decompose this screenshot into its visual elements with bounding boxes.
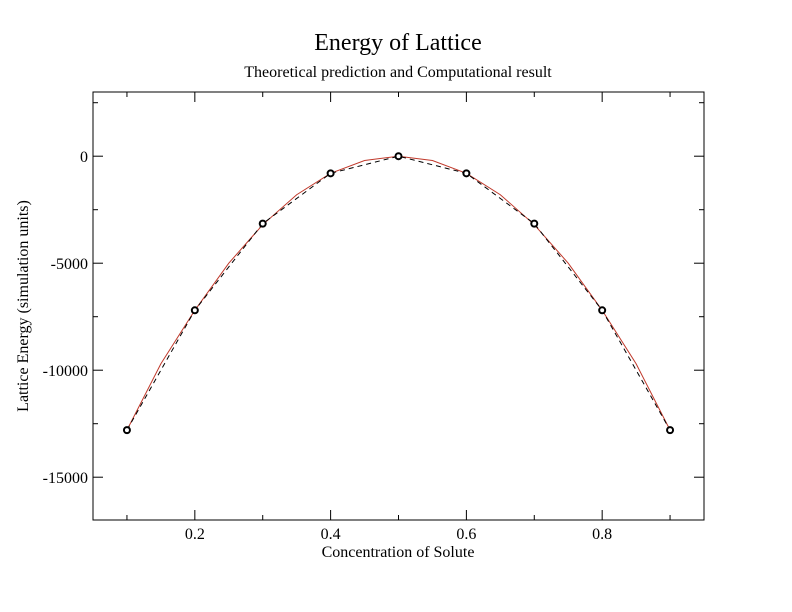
y-tick-label: 0 <box>80 149 88 166</box>
data-point <box>394 152 403 161</box>
y-axis-label: Lattice Energy (simulation units) <box>15 200 32 412</box>
series-group <box>122 152 675 435</box>
data-point <box>190 306 199 315</box>
x-tick-label: 0.8 <box>592 526 612 543</box>
y-tick-label: -15000 <box>43 470 88 487</box>
data-point <box>122 426 131 435</box>
x-tick-label: 0.6 <box>456 526 476 543</box>
data-point <box>258 219 267 228</box>
data-point <box>598 306 607 315</box>
series-line-2 <box>126 155 671 431</box>
ticks: 0.2 0.4 0.6 0.8 0 -5000 -10000 -15000 <box>43 92 704 543</box>
series-line-1 <box>126 155 671 431</box>
data-point <box>666 426 675 435</box>
data-point <box>530 219 539 228</box>
x-axis-label: Concentration of Solute <box>322 544 475 561</box>
y-tick-label: -5000 <box>51 256 88 273</box>
data-point <box>462 169 471 178</box>
x-tick-label: 0.2 <box>185 526 205 543</box>
chart-title: Energy of Lattice <box>314 30 481 56</box>
x-tick-label: 0.4 <box>321 526 341 543</box>
chart-subtitle: Theoretical prediction and Computational… <box>244 64 552 81</box>
data-point <box>326 169 335 178</box>
y-tick-label: -10000 <box>43 363 88 380</box>
